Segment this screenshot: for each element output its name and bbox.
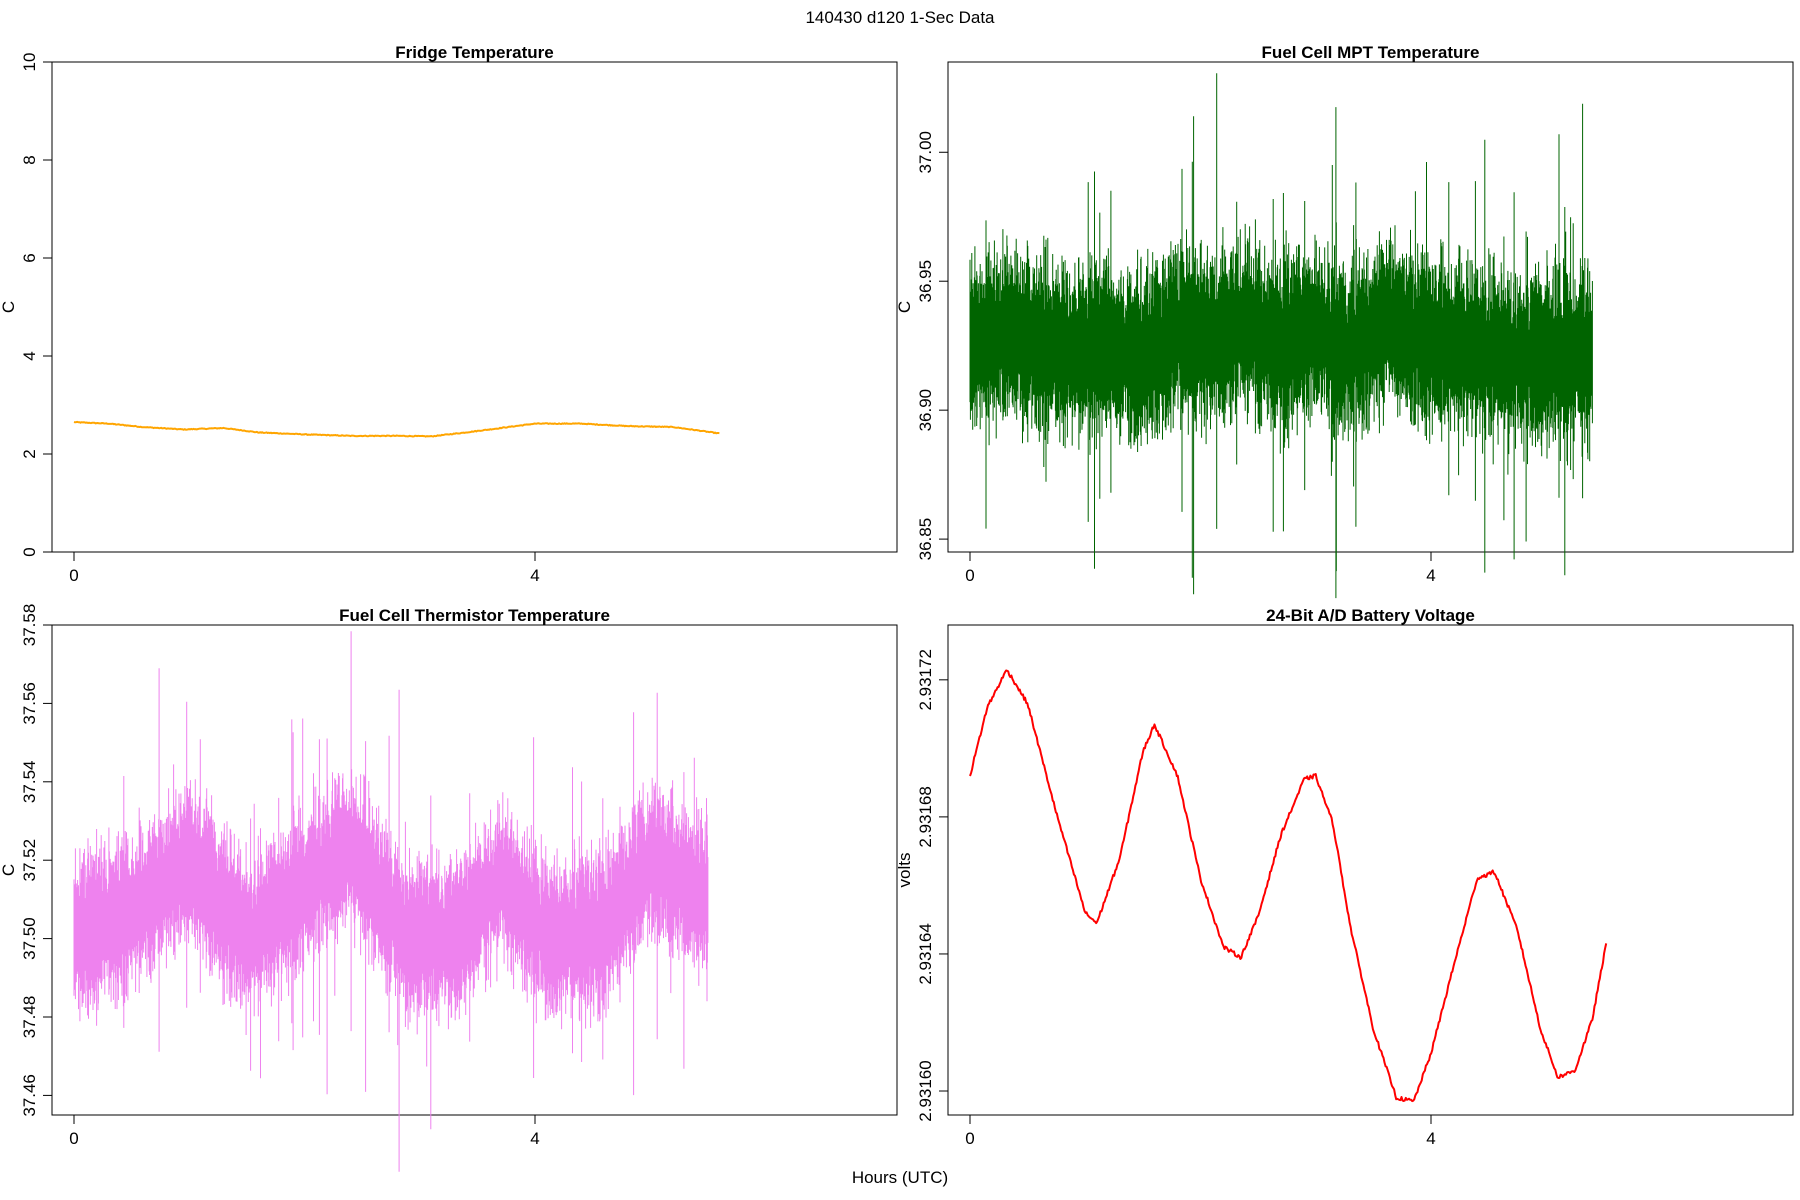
x-tick-label: 0 [69, 1129, 78, 1148]
x-tick-label: 0 [965, 1129, 974, 1148]
panel-title: Fridge Temperature [395, 43, 553, 62]
y-tick-label: 2.93172 [916, 649, 935, 710]
plot-frame [947, 61, 1794, 553]
y-tick-label: 10 [20, 53, 39, 72]
series-line-fridge_temp [73, 420, 720, 438]
y-axis-label: C [895, 301, 914, 313]
y-tick-label: 2.93160 [916, 1060, 935, 1121]
plot-frame [947, 624, 1794, 1116]
y-tick-label: 0 [20, 547, 39, 556]
y-tick-label: 2.93164 [916, 923, 935, 984]
y-tick-label: 36.90 [916, 389, 935, 432]
y-tick-label: 37.50 [20, 917, 39, 960]
chart-panel-4: 24-Bit A/D Battery Voltage volts 0 4 2.93160… [895, 606, 1794, 1148]
y-tick-label: 37.54 [20, 761, 39, 804]
figure-title: 140430 d120 1-Sec Data [805, 8, 995, 27]
y-tick-label: 4 [20, 351, 39, 360]
panel-title: 24-Bit A/D Battery Voltage [1266, 606, 1475, 625]
y-tick-label: 36.95 [916, 260, 935, 303]
x-tick-label: 4 [1426, 566, 1435, 585]
y-axis-label: C [0, 864, 18, 876]
y-tick-label: 37.58 [20, 604, 39, 647]
series-line-battery_voltage [969, 669, 1608, 1103]
y-tick-label: 2.93168 [916, 786, 935, 847]
shared-x-axis-label: Hours (UTC) [852, 1168, 948, 1187]
y-tick-label: 37.48 [20, 996, 39, 1039]
y-tick-label: 6 [20, 253, 39, 262]
panel-title: Fuel Cell MPT Temperature [1262, 43, 1480, 62]
y-tick-label: 2 [20, 449, 39, 458]
y-tick-label: 37.56 [20, 682, 39, 725]
y-tick-label: 37.52 [20, 839, 39, 882]
y-axis-label: C [0, 301, 18, 313]
y-axis-label: volts [895, 853, 914, 888]
plot-frame [51, 61, 898, 553]
y-tick-label: 37.46 [20, 1074, 39, 1117]
y-tick-label: 8 [20, 155, 39, 164]
y-tick-label: 36.85 [916, 518, 935, 561]
x-tick-label: 0 [965, 566, 974, 585]
y-tick-label: 37.00 [916, 131, 935, 174]
plot-frame [51, 624, 898, 1116]
series-line-thermistor_temp [73, 631, 709, 1172]
x-tick-label: 0 [69, 566, 78, 585]
panel-grid: Fridge Temperature C 0 4 0 2 4 6 8 10 Fuel Cell MP… [0, 43, 1794, 1172]
chart-panel-1: Fridge Temperature C 0 4 0 2 4 6 8 10 [0, 43, 898, 585]
x-tick-label: 4 [530, 566, 539, 585]
x-tick-label: 4 [530, 1129, 539, 1148]
series-line-mpt_temp [969, 73, 1593, 599]
chart-panel-3: Fuel Cell Thermistor Temperature C 0 4 37.46… [0, 604, 898, 1172]
x-tick-label: 4 [1426, 1129, 1435, 1148]
chart-panel-2: Fuel Cell MPT Temperature C 0 4 36.85 36.90 36… [895, 43, 1794, 599]
panel-title: Fuel Cell Thermistor Temperature [339, 606, 610, 625]
